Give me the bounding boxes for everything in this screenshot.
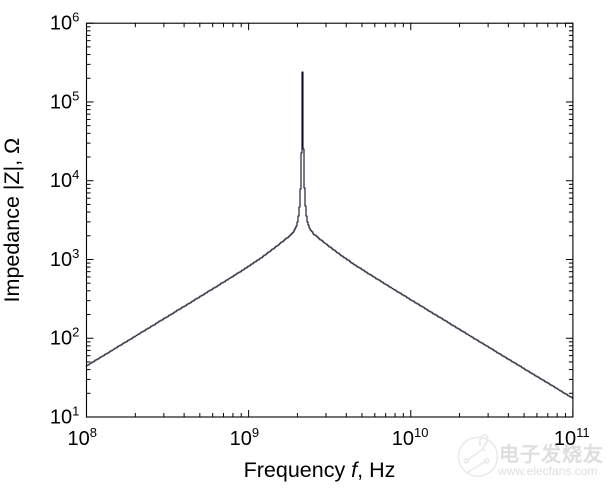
svg-text:Frequency f, Hz: Frequency f, Hz xyxy=(244,458,396,482)
svg-text:Impedance |Z|, Ω: Impedance |Z|, Ω xyxy=(0,138,24,303)
svg-text:电子发烧友: 电子发烧友 xyxy=(499,442,604,466)
svg-text:www.elecfans.com: www.elecfans.com xyxy=(497,464,597,478)
